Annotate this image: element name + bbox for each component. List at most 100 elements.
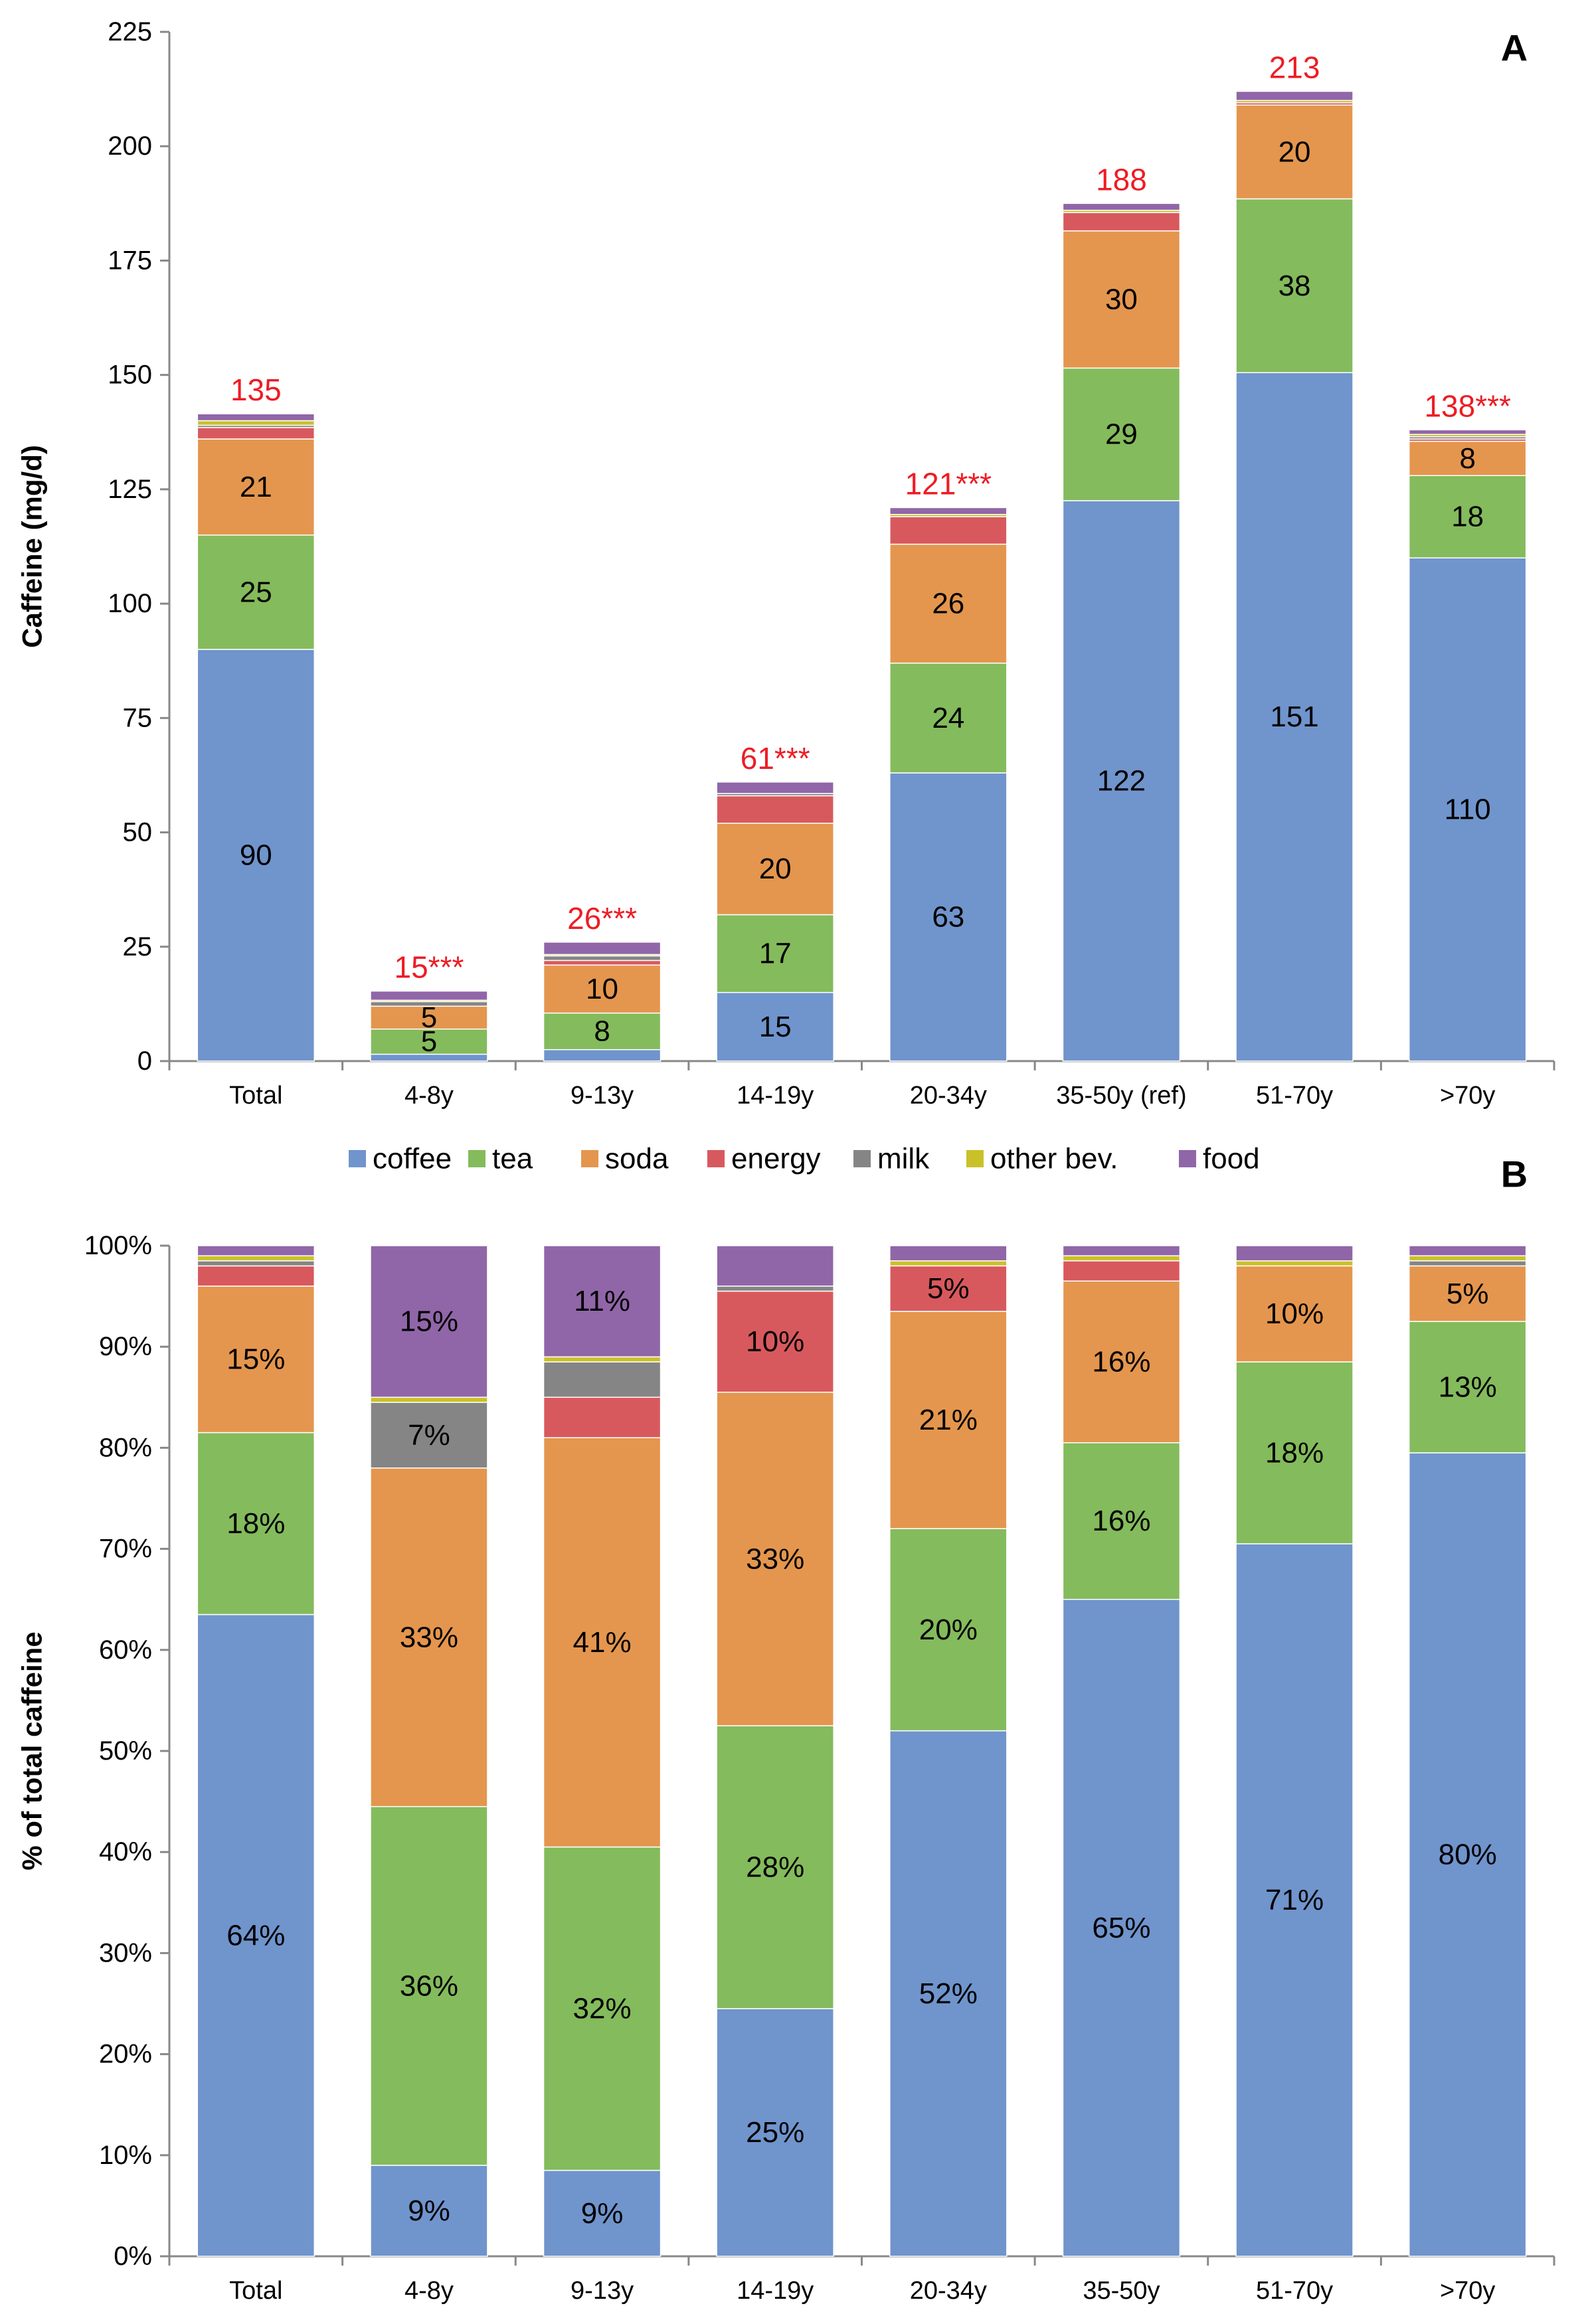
- bar-other-total: [197, 420, 315, 426]
- data-label-soda-70y: 8: [1459, 442, 1475, 475]
- y-tick-label: 80%: [99, 1433, 152, 1462]
- bar-coffee-35-50y: [1062, 1598, 1181, 2257]
- data-label-coffee-4-8y: 9%: [408, 2195, 450, 2227]
- data-label-tea-51-70y: 18%: [1265, 1437, 1324, 1469]
- bar-soda-4-8y: [370, 1467, 488, 1807]
- bar-soda-70y: [1408, 1265, 1527, 1322]
- data-label-tea-14-19y: 17: [759, 938, 792, 970]
- data-label-tea-20-34y: 24: [932, 702, 964, 734]
- bar-other-70y: [1408, 1255, 1527, 1262]
- bar-coffee-51-70y: [1235, 1543, 1354, 2257]
- data-label-coffee-35-50y-ref: 122: [1097, 765, 1146, 797]
- total-label-35-50y-ref: 188: [1096, 162, 1147, 197]
- bar-energy-35-50y-ref: [1062, 212, 1181, 232]
- legend-label-tea: tea: [492, 1143, 533, 1175]
- bar-food-35-50y-ref: [1062, 203, 1181, 211]
- bar-milk-4-8y: [370, 1402, 488, 1469]
- bar-food-9-13y: [543, 942, 661, 955]
- data-label-tea-20-34y: 20%: [919, 1614, 978, 1646]
- panel-letter: B: [1501, 1153, 1528, 1195]
- data-label-coffee-14-19y: 25%: [746, 2116, 804, 2149]
- data-label-coffee-total: 90: [240, 839, 272, 872]
- data-label-tea-9-13y: 32%: [573, 1993, 632, 2025]
- y-tick-label: 70%: [99, 1535, 152, 1564]
- x-tick-label: >70y: [1440, 1082, 1495, 1110]
- bar-soda-51-70y: [1235, 104, 1354, 200]
- legend-swatch-tea: [468, 1150, 485, 1167]
- bar-coffee-total: [197, 649, 315, 1062]
- y-tick-label: 150: [108, 361, 152, 390]
- data-label-tea-35-50y-ref: 29: [1105, 418, 1138, 451]
- bar-tea-51-70y: [1235, 198, 1354, 373]
- total-label-70y: 138***: [1424, 388, 1511, 423]
- bar-food-14-19y: [716, 1245, 834, 1287]
- legend-label-energy: energy: [731, 1143, 821, 1175]
- bar-food-35-50y: [1062, 1245, 1181, 1256]
- data-label-coffee-20-34y: 52%: [919, 1977, 978, 2010]
- bar-soda-51-70y: [1235, 1265, 1354, 1363]
- bar-other-total: [197, 1255, 315, 1262]
- bar-coffee-9-13y: [543, 1049, 661, 1062]
- bar-food-4-8y: [370, 990, 488, 1001]
- data-label-tea-total: 18%: [226, 1507, 285, 1540]
- bar-energy-14-19y: [716, 1290, 834, 1393]
- x-tick-label: 9-13y: [571, 1082, 634, 1110]
- legend-swatch-energy: [707, 1150, 725, 1167]
- data-label-soda-35-50y: 16%: [1092, 1346, 1150, 1378]
- y-tick-label: 25: [123, 932, 153, 961]
- bar-other-20-34y: [889, 1260, 1008, 1267]
- total-label-9-13y: 26***: [567, 901, 637, 936]
- bar-energy-20-34y: [889, 516, 1008, 545]
- data-label-soda-14-19y: 20: [759, 853, 792, 885]
- x-tick-label: 20-34y: [910, 1082, 987, 1110]
- bar-coffee-9-13y: [543, 2169, 661, 2257]
- bar-tea-14-19y: [716, 1725, 834, 2009]
- total-label-20-34y: 121***: [905, 466, 992, 501]
- bar-coffee-35-50y-ref: [1062, 500, 1181, 1062]
- y-tick-label: 90%: [99, 1332, 152, 1361]
- x-tick-label: >70y: [1440, 2277, 1495, 2305]
- legend-label-food: food: [1203, 1143, 1260, 1175]
- data-label-soda-total: 15%: [226, 1343, 285, 1376]
- x-tick-label: 20-34y: [910, 2277, 987, 2305]
- bar-energy-35-50y: [1062, 1260, 1181, 1282]
- y-tick-label: 75: [123, 703, 153, 732]
- y-tick-label: 10%: [99, 2141, 152, 2170]
- data-label-coffee-9-13y: 9%: [581, 2197, 624, 2230]
- data-label-coffee-51-70y: 71%: [1265, 1884, 1324, 1916]
- x-tick-label: Total: [229, 2277, 282, 2305]
- bar-food-9-13y: [543, 1245, 661, 1358]
- x-tick-label: 35-50y: [1083, 2277, 1160, 2305]
- bar-food-51-70y: [1235, 1245, 1354, 1262]
- data-label-energy-14-19y: 10%: [746, 1325, 804, 1358]
- bar-tea-20-34y: [889, 662, 1008, 774]
- x-tick-label: 14-19y: [737, 2277, 814, 2305]
- bar-coffee-14-19y: [716, 991, 834, 1062]
- bar-energy-20-34y: [889, 1265, 1008, 1312]
- y-tick-label: 50: [123, 818, 153, 847]
- legend-swatch-milk: [853, 1150, 871, 1167]
- data-label-soda-20-34y: 26: [932, 588, 964, 620]
- bar-milk-9-13y: [543, 1361, 661, 1398]
- y-tick-label: 40%: [99, 1837, 152, 1867]
- y-tick-label: 60%: [99, 1635, 152, 1665]
- data-label-coffee-35-50y: 65%: [1092, 1912, 1150, 1944]
- total-label-51-70y: 213: [1269, 50, 1320, 85]
- bar-food-20-34y: [889, 507, 1008, 515]
- legend: coffee tea soda energy milk other bev. food: [349, 1143, 1260, 1175]
- total-label-14-19y: 61***: [741, 741, 810, 776]
- panel-letter: A: [1501, 27, 1528, 69]
- bar-tea-70y: [1408, 475, 1527, 558]
- data-label-tea-51-70y: 38: [1278, 270, 1311, 302]
- bar-other-4-8y: [370, 1396, 488, 1403]
- y-tick-label: 0: [137, 1046, 152, 1076]
- data-label-tea-70y: 18: [1451, 501, 1484, 533]
- data-label-energy-20-34y: 5%: [927, 1272, 970, 1305]
- x-tick-label: 4-8y: [404, 1082, 454, 1110]
- bar-soda-total: [197, 438, 315, 536]
- bar-tea-51-70y: [1235, 1361, 1354, 1544]
- data-label-soda-20-34y: 21%: [919, 1404, 978, 1436]
- bar-milk-9-13y: [543, 955, 661, 961]
- panel-b-chart: 0% 10% 20% 30% 40% 50% 60% 70% 80% 90% 100% % of to…: [17, 1153, 1555, 2305]
